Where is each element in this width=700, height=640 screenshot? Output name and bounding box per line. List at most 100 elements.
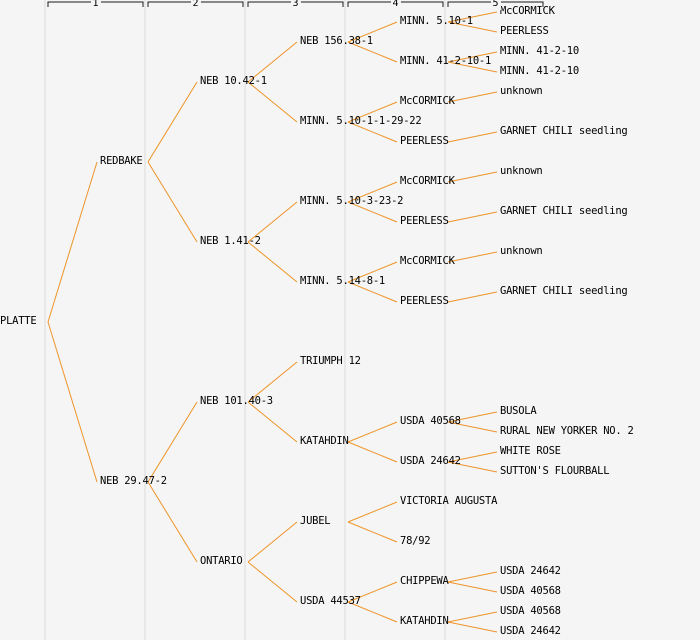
tree-node-label[interactable]: USDA 40568 — [500, 584, 561, 597]
tree-node-label[interactable]: MINN. 41-2-10 — [500, 44, 579, 57]
pedigree-edge-line — [347, 601, 398, 623]
tree-node-label[interactable]: NEB 156.38-1 — [300, 34, 373, 47]
pedigree-edge-line — [247, 361, 298, 403]
generation-number-label: 5 — [490, 0, 501, 10]
pedigree-edge-line — [447, 171, 498, 183]
tree-node-label[interactable]: MINN. 5.10-3-23-2 — [300, 194, 404, 207]
tree-node-label[interactable]: unknown — [500, 244, 543, 257]
pedigree-edge-line — [447, 211, 498, 223]
tree-node-label[interactable]: PEERLESS — [500, 24, 549, 37]
tree-node-label[interactable]: CHIPPEWA — [400, 574, 449, 587]
tree-node-label[interactable]: USDA 24642 — [400, 454, 461, 467]
pedigree-edge-line — [447, 291, 498, 303]
tree-node-label[interactable]: KATAHDIN — [400, 614, 449, 627]
tree-node-label[interactable]: NEB 101.40-3 — [200, 394, 273, 407]
pedigree-edge-line — [247, 521, 298, 563]
pedigree-edge-line — [147, 401, 198, 483]
pedigree-edge-line — [447, 11, 498, 23]
tree-node-label[interactable]: ONTARIO — [200, 554, 243, 567]
generation-number-label: 2 — [190, 0, 201, 10]
tree-node-label[interactable]: JUBEL — [300, 514, 331, 527]
tree-node-label[interactable]: NEB 10.42-1 — [200, 74, 267, 87]
pedigree-edge-line — [347, 441, 398, 463]
tree-node-label[interactable]: MINN. 5.14-8-1 — [300, 274, 386, 287]
generation-number-label: 1 — [90, 0, 101, 10]
pedigree-edge-line — [247, 401, 298, 443]
tree-node-label[interactable]: McCORMICK — [500, 4, 555, 17]
pedigree-edge-line — [447, 461, 498, 473]
tree-node-label[interactable]: McCORMICK — [400, 94, 455, 107]
pedigree-edge-line — [247, 201, 298, 243]
tree-node-label[interactable]: McCORMICK — [400, 254, 455, 267]
generation-number-label: 4 — [390, 0, 401, 10]
pedigree-edge-line — [247, 81, 298, 123]
tree-node-label[interactable]: REDBAKE — [100, 154, 143, 167]
pedigree-edge-line — [347, 261, 398, 283]
tree-node-label[interactable]: MINN. 5.10-1 — [400, 14, 473, 27]
generation-number-label: 3 — [290, 0, 301, 10]
tree-node-label[interactable]: PEERLESS — [400, 134, 449, 147]
tree-node-label[interactable]: BUSOLA — [500, 404, 537, 417]
tree-node-label[interactable]: GARNET CHILI seedling — [500, 284, 628, 297]
pedigree-edge-line — [447, 131, 498, 143]
pedigree-edge-line — [247, 241, 298, 283]
tree-node-label[interactable]: NEB 29.47-2 — [100, 474, 167, 487]
tree-node-label[interactable]: unknown — [500, 164, 543, 177]
tree-node-label[interactable]: USDA 40568 — [400, 414, 461, 427]
tree-node-label[interactable]: KATAHDIN — [300, 434, 349, 447]
pedigree-edge-line — [147, 161, 198, 243]
pedigree-edge-line — [447, 611, 498, 623]
pedigree-edge-line — [447, 621, 498, 633]
tree-node-label[interactable]: McCORMICK — [400, 174, 455, 187]
tree-node-label[interactable]: 78/92 — [400, 534, 431, 547]
pedigree-edge-line — [47, 161, 98, 323]
pedigree-edge-line — [347, 201, 398, 223]
tree-node-label[interactable]: USDA 40568 — [500, 604, 561, 617]
tree-node-label[interactable]: PEERLESS — [400, 294, 449, 307]
tree-node-label[interactable]: RURAL NEW YORKER NO. 2 — [500, 424, 634, 437]
pedigree-edge-line — [347, 181, 398, 203]
tree-node-label[interactable]: MINN. 41-2-10-1 — [400, 54, 492, 67]
tree-node-label[interactable]: GARNET CHILI seedling — [500, 124, 628, 137]
tree-node-label[interactable]: TRIUMPH 12 — [300, 354, 361, 367]
pedigree-edge-line — [447, 421, 498, 433]
tree-node-label[interactable]: GARNET CHILI seedling — [500, 204, 628, 217]
pedigree-edge-line — [447, 451, 498, 463]
pedigree-edge-line — [447, 51, 498, 63]
pedigree-edge-line — [147, 481, 198, 563]
tree-node-label[interactable]: MINN. 41-2-10 — [500, 64, 579, 77]
pedigree-edge-line — [347, 41, 398, 63]
pedigree-edge-line — [447, 411, 498, 423]
tree-node-label[interactable]: VICTORIA AUGUSTA — [400, 494, 498, 507]
pedigree-edge-line — [447, 251, 498, 263]
pedigree-edge-line — [447, 61, 498, 73]
pedigree-edge-line — [447, 581, 498, 593]
tree-node-label[interactable]: USDA 24642 — [500, 564, 561, 577]
tree-node-label[interactable]: MINN. 5.10-1-1-29-22 — [300, 114, 422, 127]
tree-node-label[interactable]: PLATTE — [0, 314, 37, 327]
pedigree-edge-line — [247, 561, 298, 603]
pedigree-edge-line — [447, 571, 498, 583]
pedigree-edge-line — [347, 581, 398, 603]
pedigree-edge-line — [447, 21, 498, 33]
pedigree-edge-line — [447, 91, 498, 103]
tree-node-label[interactable]: SUTTON'S FLOURBALL — [500, 464, 610, 477]
pedigree-edge-line — [347, 101, 398, 123]
tree-node-label[interactable]: unknown — [500, 84, 543, 97]
pedigree-edge-line — [347, 281, 398, 303]
tree-node-label[interactable]: NEB 1.41-2 — [200, 234, 261, 247]
pedigree-edge-line — [47, 321, 98, 483]
pedigree-edge-line — [347, 21, 398, 43]
tree-node-label[interactable]: USDA 24642 — [500, 624, 561, 637]
tree-node-label[interactable]: USDA 44537 — [300, 594, 361, 607]
pedigree-edge-line — [347, 421, 398, 443]
tree-node-label[interactable]: PEERLESS — [400, 214, 449, 227]
pedigree-edge-line — [247, 41, 298, 83]
pedigree-edge-line — [347, 521, 398, 543]
pedigree-edge-line — [347, 121, 398, 143]
pedigree-edge-line — [347, 501, 398, 523]
tree-node-label[interactable]: WHITE ROSE — [500, 444, 561, 457]
